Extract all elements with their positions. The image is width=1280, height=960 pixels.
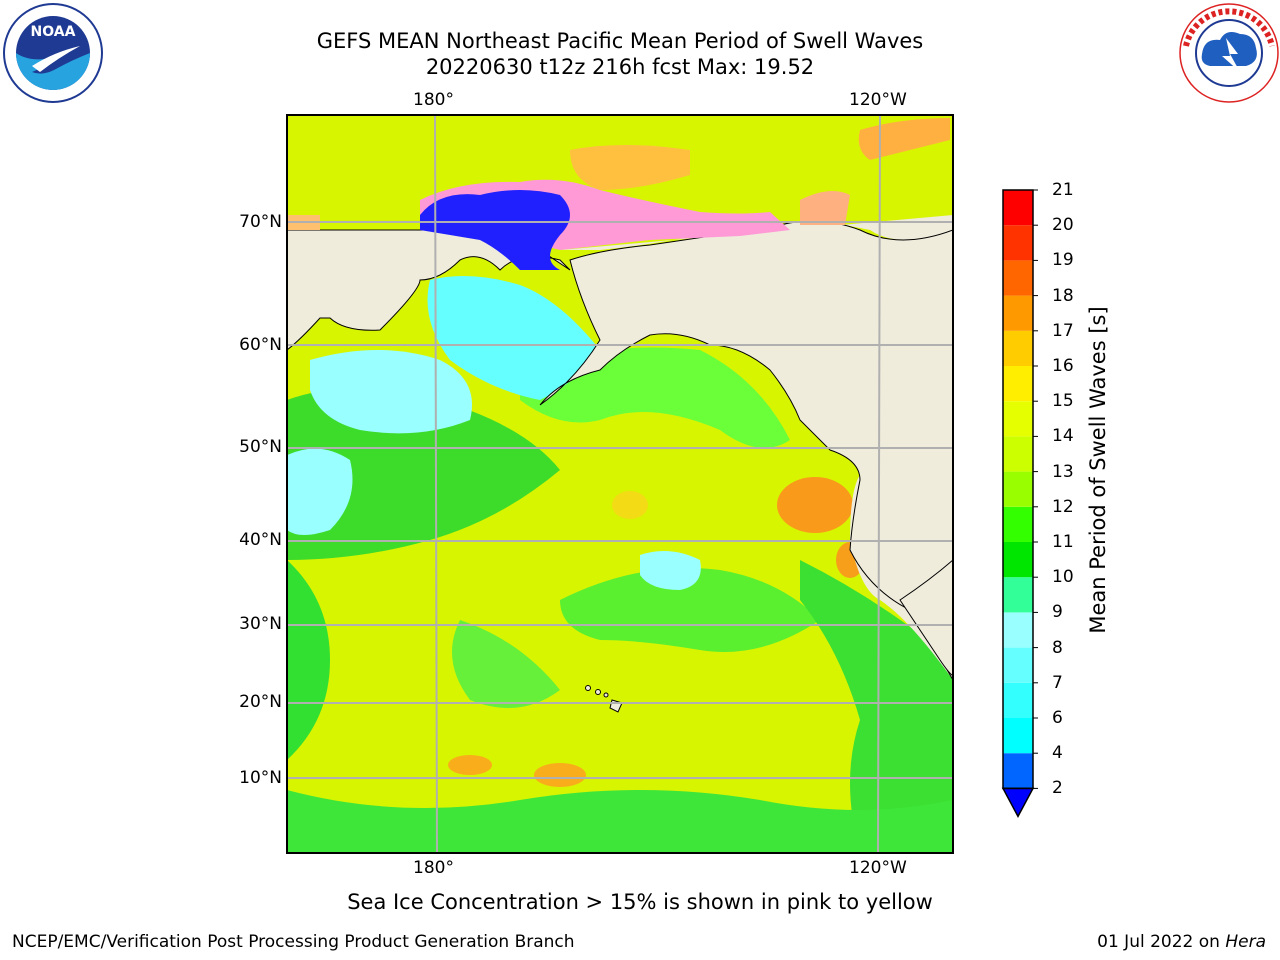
footer-host: Hera bbox=[1225, 932, 1266, 952]
lat-label-70n: 70°N bbox=[239, 212, 282, 232]
colorbar-segment bbox=[1003, 718, 1033, 754]
colorbar-tick-label: 9 bbox=[1052, 602, 1063, 623]
ocean-region-green bbox=[560, 568, 820, 652]
sea-ice-orange bbox=[858, 118, 950, 160]
ocean-region-yellow bbox=[612, 491, 648, 519]
colorbar-segment bbox=[1003, 260, 1033, 296]
lat-label-10n: 10°N bbox=[239, 768, 282, 788]
colorbar-tick-label: 20 bbox=[1052, 215, 1074, 236]
graticule bbox=[287, 115, 953, 853]
colorbar-segment bbox=[1003, 330, 1033, 366]
nws-logo bbox=[1179, 3, 1279, 103]
svg-text:NOAA: NOAA bbox=[31, 24, 76, 40]
colorbar-segment bbox=[1003, 436, 1033, 472]
ocean-region-orange bbox=[534, 763, 586, 787]
colorbar-segment bbox=[1003, 225, 1033, 261]
sea-ice-orange bbox=[800, 191, 850, 225]
noaa-logo: NOAA bbox=[3, 3, 103, 103]
colorbar-label: Mean Period of Swell Waves [s] bbox=[1086, 306, 1110, 634]
colorbar-tick-label: 16 bbox=[1052, 356, 1074, 376]
ocean-region-cyan bbox=[310, 350, 472, 434]
colorbar-tick-label: 19 bbox=[1052, 250, 1074, 271]
lat-label-20n: 20°N bbox=[239, 692, 282, 712]
colorbar-segment bbox=[1003, 506, 1033, 542]
lon-label-bottom-120w: 120°W bbox=[849, 858, 907, 878]
colorbar-segment bbox=[1003, 682, 1033, 718]
colorbar-segment bbox=[1003, 366, 1033, 402]
ocean-region-cyan bbox=[427, 276, 600, 400]
colorbar-frame bbox=[1002, 189, 1034, 790]
ocean-region-green bbox=[287, 388, 560, 560]
lat-label-60n: 60°N bbox=[239, 335, 282, 355]
lon-label-bottom-180: 180° bbox=[413, 858, 454, 878]
colorbar-segment bbox=[1003, 401, 1033, 437]
colorbar-tick-label: 7 bbox=[1052, 672, 1063, 693]
colorbar-segment bbox=[1003, 542, 1033, 578]
colorbar-tick-label: 2 bbox=[1052, 778, 1063, 799]
colorbar-segment bbox=[1003, 471, 1033, 507]
colorbar-tick-label: 21 bbox=[1052, 180, 1074, 200]
chart-title: GEFS MEAN Northeast Pacific Mean Period … bbox=[316, 29, 924, 53]
colorbar-tick-label: 14 bbox=[1052, 426, 1074, 447]
ocean-region-green bbox=[287, 560, 330, 760]
ocean-region-cyan bbox=[287, 448, 353, 535]
ocean-region-green bbox=[287, 790, 953, 853]
footer-date: 01 Jul 2022 on Hera bbox=[1097, 932, 1266, 952]
ocean-region-orange bbox=[448, 755, 492, 775]
sea-ice-note: Sea Ice Concentration > 15% is shown in … bbox=[347, 890, 933, 914]
sea-ice-orange bbox=[570, 145, 690, 190]
colorbar-segment bbox=[1003, 295, 1033, 331]
colorbar-segment bbox=[1003, 190, 1033, 226]
colorbar-tick-label: 13 bbox=[1052, 461, 1074, 482]
colorbar-segment bbox=[1003, 753, 1033, 789]
colorbar-tick-label: 4 bbox=[1052, 743, 1063, 764]
colorbar-tick-label: 12 bbox=[1052, 496, 1074, 517]
colorbar-tick-label: 11 bbox=[1052, 532, 1074, 552]
colorbar bbox=[1001, 189, 1038, 818]
colorbar-tick-label: 15 bbox=[1052, 391, 1074, 412]
ocean-region-green bbox=[800, 560, 953, 853]
colorbar-extension bbox=[1001, 787, 1035, 818]
footer-date-text: 01 Jul 2022 on bbox=[1097, 932, 1226, 952]
lat-label-40n: 40°N bbox=[239, 530, 282, 550]
colorbar-tick-label: 8 bbox=[1052, 637, 1063, 658]
colorbar-segment bbox=[1003, 612, 1033, 648]
land-mexico bbox=[899, 559, 953, 677]
colorbar-segment bbox=[1003, 647, 1033, 683]
lon-label-top-120w: 120°W bbox=[849, 90, 907, 110]
colorbar-tick-label: 17 bbox=[1052, 320, 1074, 341]
colorbar-tick-label: 6 bbox=[1052, 708, 1063, 728]
colorbar-segment bbox=[1003, 577, 1033, 613]
ocean-region-green bbox=[452, 620, 560, 708]
lon-label-top-180: 180° bbox=[413, 90, 454, 110]
ocean-region-blue bbox=[420, 190, 570, 270]
colorbar-tick-label: 10 bbox=[1052, 567, 1074, 588]
ocean-region-orange bbox=[777, 477, 853, 533]
footer-credit: NCEP/EMC/Verification Post Processing Pr… bbox=[12, 932, 575, 952]
lat-label-50n: 50°N bbox=[239, 437, 282, 457]
colorbar-tick-label: 18 bbox=[1052, 285, 1074, 306]
lat-label-30n: 30°N bbox=[239, 614, 282, 634]
ocean-region-cyan bbox=[640, 551, 701, 590]
land-russia bbox=[287, 229, 571, 351]
map-frame bbox=[286, 114, 954, 854]
chart-subtitle: 20220630 t12z 216h fcst Max: 19.52 bbox=[425, 55, 815, 79]
